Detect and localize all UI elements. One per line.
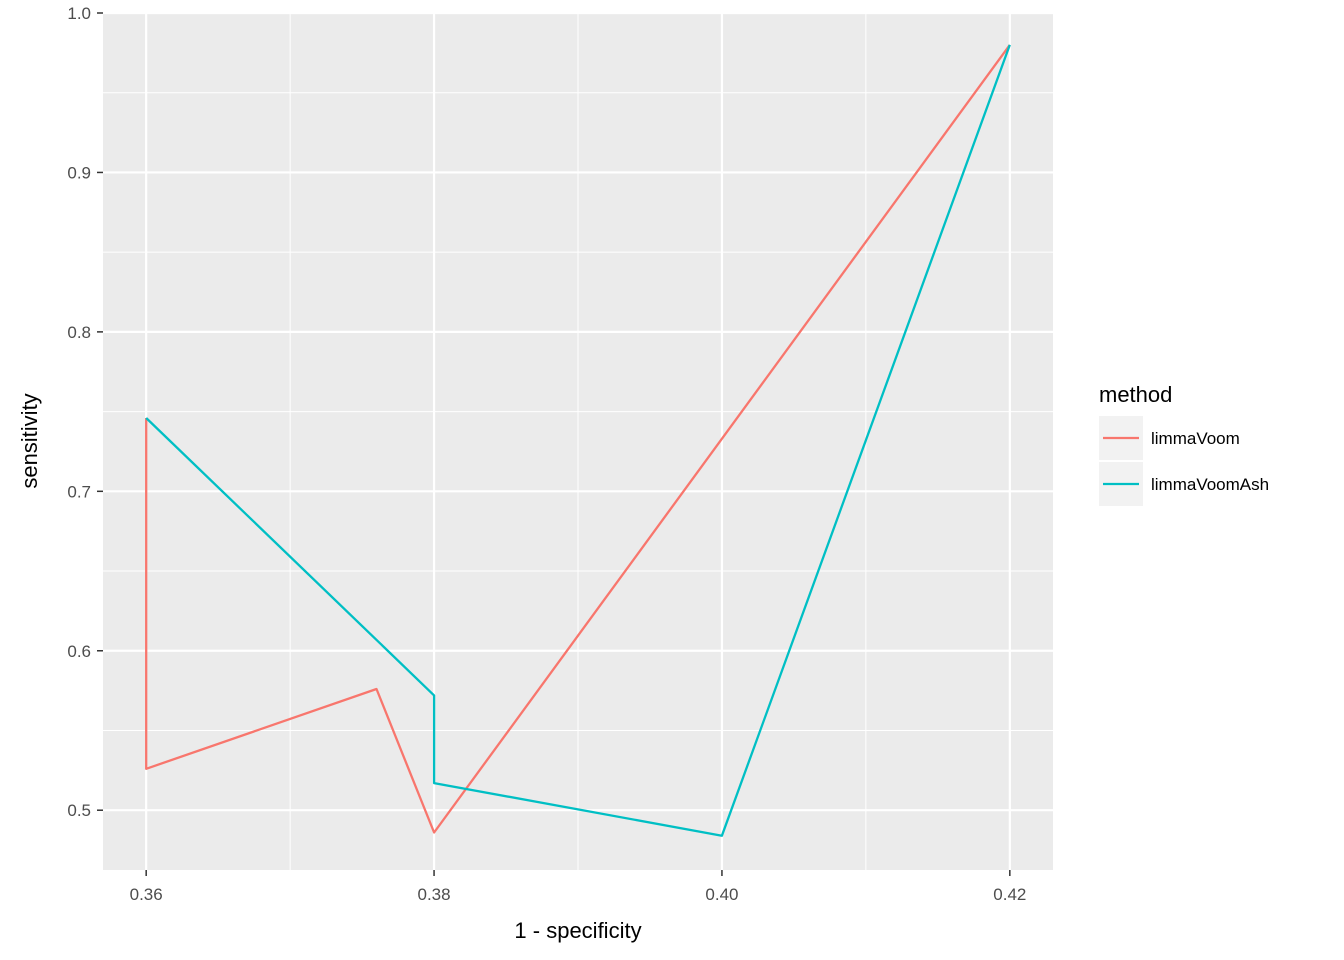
legend-label: limmaVoom (1151, 429, 1240, 448)
series-line-limmaVoomAsh (145, 44, 1011, 837)
y-tick-label: 0.9 (67, 163, 91, 182)
x-axis: 0.36 0.38 0.40 0.42 (130, 870, 1026, 904)
legend-label: limmaVoomAsh (1151, 475, 1269, 494)
x-axis-title: 1 - specificity (514, 918, 641, 943)
legend: method limmaVoom limmaVoomAsh (1099, 382, 1269, 506)
x-tick-label: 0.38 (418, 885, 451, 904)
y-tick-label: 0.7 (67, 482, 91, 501)
x-tick-label: 0.36 (130, 885, 163, 904)
legend-title: method (1099, 382, 1172, 407)
series-line-limmaVoom (145, 44, 1011, 834)
x-tick-label: 0.42 (993, 885, 1026, 904)
x-tick-label: 0.40 (705, 885, 738, 904)
y-axis: 0.5 0.6 0.7 0.8 0.9 1.0 (67, 4, 103, 820)
y-tick-label: 0.8 (67, 323, 91, 342)
series-lines (145, 44, 1011, 837)
y-axis-title: sensitivity (17, 393, 42, 488)
y-tick-label: 0.5 (67, 801, 91, 820)
y-tick-label: 1.0 (67, 4, 91, 23)
y-tick-label: 0.6 (67, 642, 91, 661)
